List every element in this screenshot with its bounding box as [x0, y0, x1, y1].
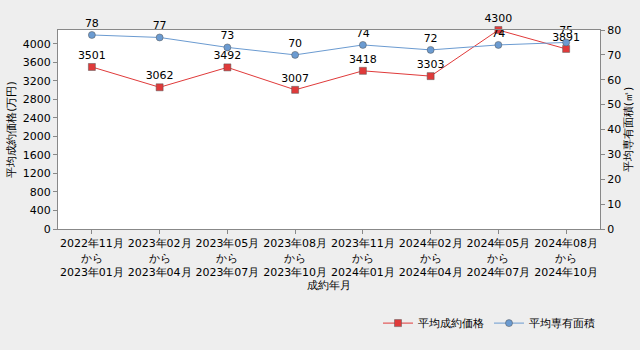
- svg-text:3891: 3891: [552, 31, 580, 44]
- svg-text:3303: 3303: [417, 58, 445, 71]
- svg-text:3600: 3600: [23, 56, 51, 69]
- svg-text:2023年08月から2023年10月: 2023年08月から2023年10月: [263, 237, 327, 279]
- svg-text:73: 73: [220, 29, 234, 42]
- svg-text:2024年02月から2024年04月: 2024年02月から2024年04月: [399, 237, 463, 279]
- svg-text:72: 72: [424, 32, 438, 45]
- svg-text:2023年02月から2023年04月: 2023年02月から2023年04月: [128, 237, 192, 279]
- svg-text:平均専有面積: 平均専有面積: [529, 317, 595, 330]
- svg-text:平均専有面積(㎡): 平均専有面積(㎡): [622, 87, 635, 173]
- svg-text:2023年11月から2024年01月: 2023年11月から2024年01月: [331, 237, 395, 279]
- svg-text:3501: 3501: [78, 49, 106, 62]
- svg-text:2022年11月から2023年01月: 2022年11月から2023年01月: [60, 237, 124, 279]
- svg-text:2400: 2400: [23, 112, 51, 125]
- svg-text:4000: 4000: [23, 38, 51, 51]
- svg-text:50: 50: [607, 98, 621, 111]
- svg-text:2000: 2000: [23, 130, 51, 143]
- svg-text:74: 74: [356, 27, 370, 40]
- svg-text:74: 74: [491, 27, 505, 40]
- svg-text:1600: 1600: [23, 149, 51, 162]
- svg-text:30: 30: [607, 148, 621, 161]
- svg-text:3200: 3200: [23, 75, 51, 88]
- svg-text:40: 40: [607, 123, 621, 136]
- svg-text:20: 20: [607, 173, 621, 186]
- svg-text:2024年08月から2024年10月: 2024年08月から2024年10月: [534, 237, 598, 279]
- svg-text:2024年05月から2024年07月: 2024年05月から2024年07月: [466, 237, 530, 279]
- svg-text:3492: 3492: [213, 49, 241, 62]
- svg-text:0: 0: [44, 223, 51, 236]
- svg-text:70: 70: [607, 49, 621, 62]
- svg-text:3062: 3062: [146, 69, 174, 82]
- svg-text:77: 77: [153, 19, 167, 32]
- svg-text:4300: 4300: [484, 12, 512, 25]
- svg-text:70: 70: [288, 37, 302, 50]
- svg-text:2023年05月から2023年07月: 2023年05月から2023年07月: [195, 237, 259, 279]
- svg-text:平均成約価格(万円): 平均成約価格(万円): [5, 81, 18, 178]
- svg-text:3418: 3418: [349, 53, 377, 66]
- svg-text:80: 80: [607, 24, 621, 37]
- svg-text:800: 800: [30, 186, 51, 199]
- svg-text:2800: 2800: [23, 93, 51, 106]
- svg-text:1200: 1200: [23, 167, 51, 180]
- svg-text:0: 0: [607, 223, 614, 236]
- svg-text:3007: 3007: [281, 72, 309, 85]
- svg-text:成約年月: 成約年月: [307, 279, 351, 292]
- svg-text:平均成約価格: 平均成約価格: [418, 317, 484, 330]
- svg-text:400: 400: [30, 204, 51, 217]
- svg-text:75: 75: [559, 24, 573, 37]
- svg-text:78: 78: [85, 17, 99, 30]
- svg-text:60: 60: [607, 74, 621, 87]
- svg-text:10: 10: [607, 198, 621, 211]
